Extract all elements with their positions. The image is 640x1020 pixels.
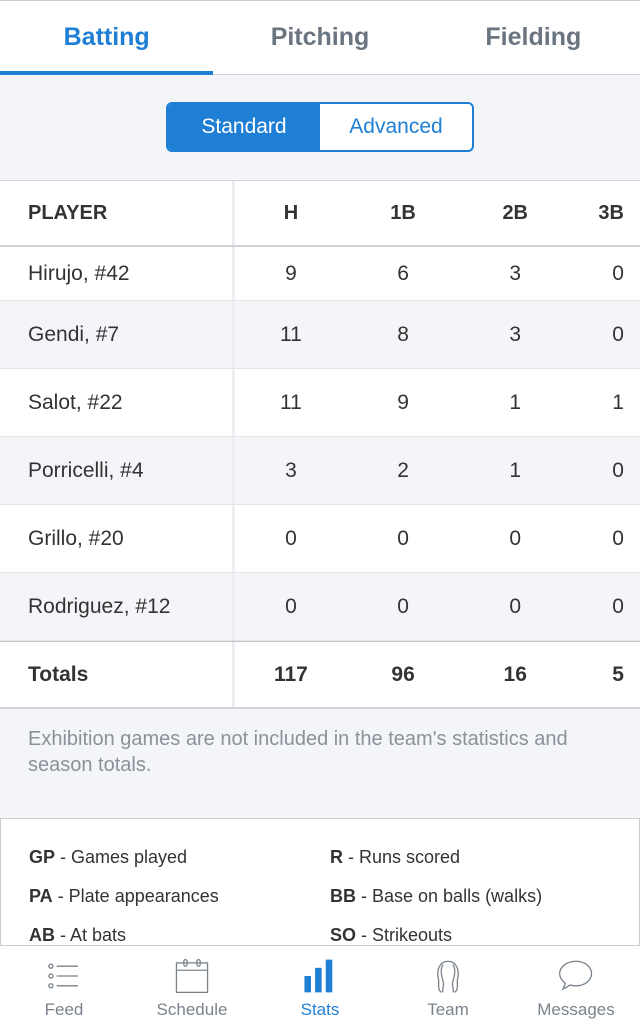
legend-item: BB - Base on balls (walks) bbox=[330, 886, 630, 907]
legend-desc: - Strikeouts bbox=[356, 925, 453, 945]
nav-feed[interactable]: Feed bbox=[0, 946, 128, 1020]
cell-player: Grillo, #20 bbox=[0, 505, 235, 572]
cell-h: 11 bbox=[280, 390, 302, 414]
nav-schedule[interactable]: Schedule bbox=[128, 946, 256, 1020]
cell-h: 9 bbox=[285, 261, 297, 285]
column-header-player[interactable]: PLAYER bbox=[0, 181, 235, 245]
table-row[interactable]: Hirujo, #42 9 6 3 0 bbox=[0, 247, 640, 301]
totals-label: Totals bbox=[0, 642, 235, 707]
speech-bubble-icon bbox=[558, 960, 593, 991]
legend-abbr: R bbox=[330, 847, 343, 867]
nav-schedule-label: Schedule bbox=[156, 1000, 228, 1019]
cell-1b: 0 bbox=[397, 594, 409, 618]
list-icon bbox=[48, 963, 78, 989]
column-header-1b[interactable]: 1B bbox=[390, 201, 416, 224]
cell-2b: 1 bbox=[509, 458, 522, 482]
cell-3b: 0 bbox=[612, 261, 624, 285]
team-icon bbox=[437, 960, 459, 993]
tab-fielding[interactable]: Fielding bbox=[485, 23, 582, 51]
bar-chart-icon bbox=[304, 959, 333, 993]
cell-3b: 0 bbox=[612, 526, 624, 550]
batting-stats-table: PLAYER H 1B 2B 3B Hirujo, #42 9 6 3 0 Gendi, … bbox=[0, 180, 640, 709]
totals-3b: 5 bbox=[612, 662, 624, 686]
nav-feed-label: Feed bbox=[44, 1000, 84, 1019]
cell-3b: 0 bbox=[612, 322, 624, 346]
legend-abbr: AB bbox=[29, 925, 55, 945]
cell-2b: 3 bbox=[509, 261, 522, 285]
legend-item: AB - At bats bbox=[29, 925, 330, 946]
cell-player: Salot, #22 bbox=[0, 369, 235, 436]
totals-1b: 96 bbox=[391, 662, 415, 686]
cell-player: Gendi, #7 bbox=[0, 301, 235, 368]
legend-abbr: PA bbox=[29, 886, 53, 906]
table-row[interactable]: Rodriguez, #12 0 0 0 0 bbox=[0, 573, 640, 641]
totals-row: Totals 117 96 16 5 bbox=[0, 641, 640, 709]
nav-messages-label: Messages bbox=[537, 1000, 615, 1019]
legend-desc: - Base on balls (walks) bbox=[356, 886, 543, 906]
cell-h: 0 bbox=[285, 526, 297, 550]
cell-3b: 0 bbox=[612, 458, 624, 482]
cell-2b: 3 bbox=[509, 322, 522, 346]
legend-abbr: SO bbox=[330, 925, 357, 945]
column-header-3b[interactable]: 3B bbox=[598, 201, 624, 224]
nav-stats[interactable]: Stats bbox=[256, 946, 384, 1020]
cell-1b: 0 bbox=[397, 526, 409, 550]
nav-team-label: Team bbox=[427, 1000, 469, 1019]
cell-1b: 6 bbox=[397, 261, 409, 285]
column-header-2b[interactable]: 2B bbox=[502, 201, 529, 224]
calendar-icon bbox=[175, 958, 209, 994]
legend-desc: - Plate appearances bbox=[52, 886, 219, 906]
stat-legend: GP - Games played R - Runs scored PA - Pla… bbox=[0, 818, 640, 948]
legend-desc: - Runs scored bbox=[343, 847, 461, 867]
cell-player: Hirujo, #42 bbox=[0, 247, 235, 300]
table-row[interactable]: Salot, #22 11 9 1 1 bbox=[0, 369, 640, 437]
totals-2b: 16 bbox=[503, 662, 527, 686]
cell-2b: 1 bbox=[509, 390, 522, 414]
nav-team[interactable]: Team bbox=[384, 946, 512, 1020]
totals-h: 117 bbox=[273, 662, 308, 686]
table-row[interactable]: Porricelli, #4 3 2 1 0 bbox=[0, 437, 640, 505]
cell-1b: 2 bbox=[397, 458, 409, 482]
table-row[interactable]: Gendi, #7 11 8 3 0 bbox=[0, 301, 640, 369]
table-header: PLAYER H 1B 2B 3B bbox=[0, 181, 640, 247]
cell-3b: 0 bbox=[612, 594, 624, 618]
table-row[interactable]: Grillo, #20 0 0 0 0 bbox=[0, 505, 640, 573]
legend-item: SO - Strikeouts bbox=[330, 925, 630, 946]
legend-item: R - Runs scored bbox=[330, 847, 630, 868]
tab-pitching[interactable]: Pitching bbox=[270, 23, 370, 51]
legend-item: PA - Plate appearances bbox=[29, 886, 330, 907]
cell-h: 11 bbox=[280, 322, 302, 346]
segment-advanced[interactable]: Advanced bbox=[349, 115, 443, 138]
legend-abbr: BB bbox=[330, 886, 356, 906]
nav-messages[interactable]: Messages bbox=[512, 946, 640, 1020]
segment-standard[interactable]: Standard bbox=[168, 104, 320, 150]
tab-batting[interactable]: Batting bbox=[0, 1, 214, 75]
cell-1b: 9 bbox=[397, 390, 409, 414]
cell-player: Rodriguez, #12 bbox=[0, 573, 235, 640]
legend-desc: - At bats bbox=[55, 925, 127, 945]
legend-desc: - Games played bbox=[55, 847, 188, 867]
cell-player: Porricelli, #4 bbox=[0, 437, 235, 504]
cell-h: 0 bbox=[285, 594, 297, 618]
cell-2b: 0 bbox=[509, 526, 522, 550]
bottom-tab-bar: Feed Schedule Stats Team Messages bbox=[0, 945, 640, 1020]
cell-1b: 8 bbox=[397, 322, 409, 346]
cell-3b: 1 bbox=[612, 390, 624, 414]
exhibition-note: Exhibition games are not included in the… bbox=[28, 728, 568, 776]
nav-stats-label: Stats bbox=[300, 1000, 340, 1019]
standard-advanced-toggle: Standard Advanced bbox=[166, 102, 474, 152]
legend-item: GP - Games played bbox=[29, 847, 330, 868]
cell-2b: 0 bbox=[509, 594, 522, 618]
legend-abbr: GP bbox=[29, 847, 56, 867]
column-header-h[interactable]: H bbox=[283, 201, 299, 224]
stat-tabs: Batting Pitching Fielding bbox=[0, 0, 640, 75]
cell-h: 3 bbox=[285, 458, 297, 482]
